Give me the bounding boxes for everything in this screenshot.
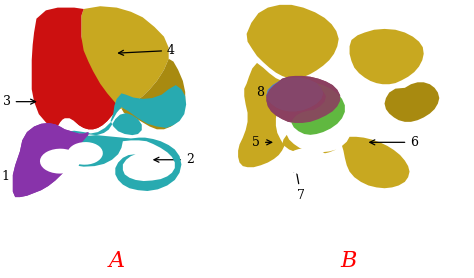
Text: B: B [340,250,356,272]
Text: 2: 2 [154,153,194,166]
Polygon shape [384,82,439,122]
Ellipse shape [40,149,80,173]
Polygon shape [266,78,323,111]
Polygon shape [349,29,424,84]
Ellipse shape [284,148,329,175]
Polygon shape [266,76,340,123]
Text: 8: 8 [256,86,289,105]
Polygon shape [57,85,186,191]
Polygon shape [266,76,340,123]
Polygon shape [32,8,117,131]
Polygon shape [121,59,185,129]
Text: 1: 1 [2,170,23,183]
Ellipse shape [67,142,103,165]
Polygon shape [246,5,339,79]
Polygon shape [72,84,117,129]
Polygon shape [13,123,88,197]
Text: 3: 3 [3,95,36,108]
Polygon shape [282,135,410,188]
Polygon shape [13,123,88,197]
Text: 6: 6 [370,136,418,149]
Text: 7: 7 [294,167,305,202]
Text: A: A [109,250,125,272]
Polygon shape [266,78,323,111]
Polygon shape [238,63,294,167]
Polygon shape [82,6,169,110]
Text: 4: 4 [118,44,175,57]
Polygon shape [292,83,345,135]
Text: 5: 5 [252,136,272,149]
